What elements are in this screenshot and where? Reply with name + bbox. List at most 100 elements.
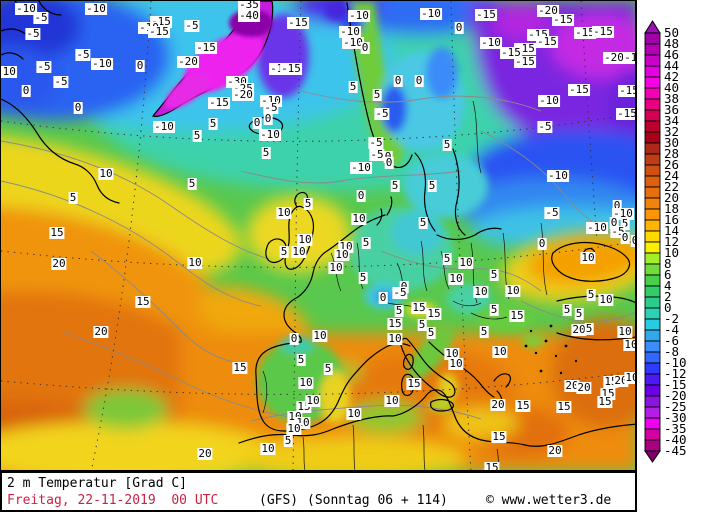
temp-label: 10 xyxy=(98,167,114,180)
temp-label: 20 xyxy=(576,381,592,394)
temp-label: 10 xyxy=(473,285,489,298)
temp-label: 0 xyxy=(414,74,424,87)
colorbar-cell xyxy=(644,395,661,408)
colorbar-cell xyxy=(644,164,661,177)
temp-label: 15 xyxy=(135,295,151,308)
colorbar-tick: 38 xyxy=(664,91,679,106)
temp-label: -5 xyxy=(53,75,69,88)
temp-label: -15 xyxy=(592,25,614,38)
temp-label: 5 xyxy=(348,80,358,93)
temp-label: 5 xyxy=(279,245,289,258)
temp-label: 5 xyxy=(283,434,293,447)
temp-label: 10 xyxy=(492,345,508,358)
colorbar-cell xyxy=(644,318,661,331)
temp-label: -5 xyxy=(392,286,408,299)
temp-label: -15 xyxy=(574,26,596,39)
temp-label: 15 xyxy=(426,307,442,320)
colorbar-cell xyxy=(644,142,661,155)
colorbar-tick: 34 xyxy=(664,113,679,128)
colorbar-tick: 18 xyxy=(664,201,679,216)
colorbar-cell xyxy=(644,307,661,320)
colorbar-cell xyxy=(644,76,661,89)
footer-bar: 2 m Temperatur [Grad C] Freitag, 22-11-2… xyxy=(0,471,637,512)
colorbar-tick: 2 xyxy=(664,289,672,304)
temp-label: 5 xyxy=(620,217,630,230)
map-title: 2 m Temperatur [Grad C] xyxy=(7,476,188,491)
temp-label: 15 xyxy=(49,226,65,239)
temp-label: 15 xyxy=(411,301,427,314)
temp-label: 5 xyxy=(586,288,596,301)
temp-label: 0 xyxy=(360,41,370,54)
copyright: © www.wetter3.de xyxy=(486,493,612,508)
colorbar-tick: -30 xyxy=(664,410,687,425)
temp-label: 20 xyxy=(51,257,67,270)
temp-label: -5 xyxy=(369,148,385,161)
temp-label: 0 xyxy=(378,291,388,304)
temp-label: 5 xyxy=(418,216,428,229)
colorbar-cell xyxy=(644,373,661,386)
colorbar-arrow-top xyxy=(644,20,661,34)
colorbar-cell xyxy=(644,87,661,100)
temp-label: 10 xyxy=(624,372,635,384)
temp-label: -20 xyxy=(232,88,254,101)
temp-label: 10 xyxy=(298,376,314,389)
colorbar-cell xyxy=(644,43,661,56)
colorbar: 5048464442403836343230282624222018161412… xyxy=(644,20,687,463)
colorbar-tick: 50 xyxy=(664,25,679,40)
colorbar-panel: 50 48 46 44 42 40 38 36 34 32 30 28 26 24 22 20 18 16 14 12… xyxy=(637,0,704,513)
colorbar-tick: -45 xyxy=(664,443,687,458)
temp-label: -10 xyxy=(85,2,107,15)
colorbar-tick: 40 xyxy=(664,80,679,95)
temp-label: 5 xyxy=(261,146,271,159)
temp-label: -5 xyxy=(33,11,49,24)
temp-label: 5 xyxy=(489,268,499,281)
colorbar-cell xyxy=(644,32,661,45)
colorbar-tick: 10 xyxy=(664,245,679,260)
temp-label: 5 xyxy=(426,326,436,339)
temp-label: -40 xyxy=(238,9,260,22)
temp-label: -5 xyxy=(544,206,560,219)
temp-label: -15 xyxy=(618,85,635,97)
temp-label: 20 xyxy=(547,444,563,457)
colorbar-cell xyxy=(644,109,661,122)
colorbar-tick: 24 xyxy=(664,168,679,183)
colorbar-cell xyxy=(644,175,661,188)
temp-label: 0 xyxy=(263,112,273,125)
colorbar-cell xyxy=(644,131,661,144)
colorbar-cell xyxy=(644,153,661,166)
colorbar-cell xyxy=(644,274,661,287)
temp-label: 10 xyxy=(617,325,633,338)
temp-label: -10 xyxy=(259,128,281,141)
colorbar-tick: 26 xyxy=(664,157,679,172)
colorbar-cell xyxy=(644,340,661,353)
temp-label: 0 xyxy=(609,216,619,229)
temp-label: 0 xyxy=(289,332,299,345)
temp-label: -5 xyxy=(368,136,384,149)
colorbar-tick: 42 xyxy=(664,69,679,84)
colorbar-tick: -35 xyxy=(664,421,687,436)
temp-label: -10 xyxy=(15,2,37,15)
colorbar-cell xyxy=(644,417,661,430)
colorbar-cell xyxy=(644,263,661,276)
temp-label: 15 xyxy=(232,361,248,374)
colorbar-cell xyxy=(644,362,661,375)
colorbar-cell xyxy=(644,54,661,67)
temp-label: 5 xyxy=(394,304,404,317)
temp-label: 15 xyxy=(515,399,531,412)
temp-label: 10 xyxy=(297,233,313,246)
colorbar-cell xyxy=(644,428,661,441)
colorbar-tick: 12 xyxy=(664,234,679,249)
colorbar-tick: 4 xyxy=(664,278,672,293)
colorbar-tick: -8 xyxy=(664,344,679,359)
temp-label: 5 xyxy=(296,353,306,366)
colorbar-arrow-bottom xyxy=(644,450,661,463)
colorbar-tick: 8 xyxy=(664,256,672,271)
temp-label: 10 xyxy=(328,261,344,274)
temp-label: 0 xyxy=(620,231,630,244)
temp-label: 5 xyxy=(323,362,333,375)
temp-label: -10 xyxy=(348,9,370,22)
temp-label: -15 xyxy=(280,62,302,75)
colorbar-tick: 6 xyxy=(664,267,672,282)
islands xyxy=(524,324,578,375)
